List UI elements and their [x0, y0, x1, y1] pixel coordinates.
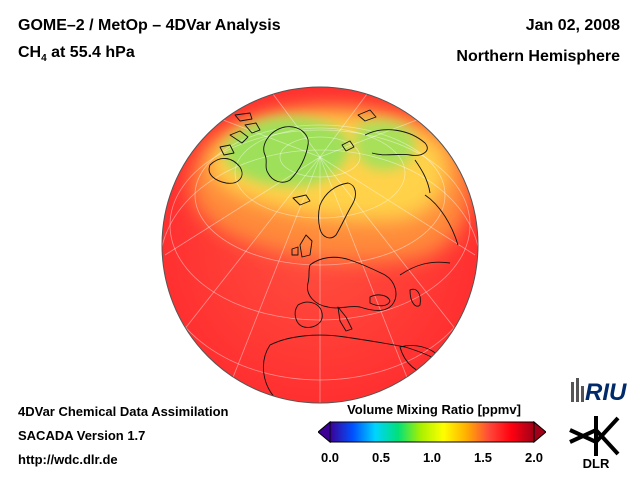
colorbar — [318, 420, 546, 444]
svg-text:RIU: RIU — [585, 379, 627, 406]
footer-link[interactable]: http://wdc.dlr.de — [18, 452, 118, 467]
date-label: Jan 02, 2008 — [525, 17, 620, 34]
colorbar-tick-label: 1.0 — [422, 450, 442, 465]
riu-logo: RIU — [571, 378, 627, 406]
globe-map — [161, 86, 479, 404]
colorbar-tick-label: 1.5 — [473, 450, 493, 465]
dlr-logo: DLR — [569, 416, 620, 471]
globe-outline — [161, 86, 479, 404]
lowest-field-1 — [224, 117, 349, 187]
species-label: CH4 at 55.4 hPa — [18, 44, 135, 65]
page-title: GOME–2 / MetOp – 4DVar Analysis — [18, 17, 281, 34]
colorbar-tick-label: 2.0 — [524, 450, 544, 465]
region-label: Northern Hemisphere — [456, 48, 620, 65]
colorbar-gradient — [329, 421, 535, 443]
colorbar-title: Volume Mixing Ratio [ppmv] — [347, 402, 521, 417]
colorbar-tick-label: 0.5 — [371, 450, 391, 465]
graticule — [162, 89, 478, 403]
colorbar-under-arrow — [318, 420, 331, 444]
colorbar-tick-label: 0.0 — [320, 450, 340, 465]
svg-text:DLR: DLR — [583, 456, 610, 471]
footer-line-2: SACADA Version 1.7 — [18, 428, 146, 443]
footer-line-1: 4DVar Chemical Data Assimilation — [18, 404, 229, 419]
colorbar-over-arrow — [533, 420, 546, 444]
